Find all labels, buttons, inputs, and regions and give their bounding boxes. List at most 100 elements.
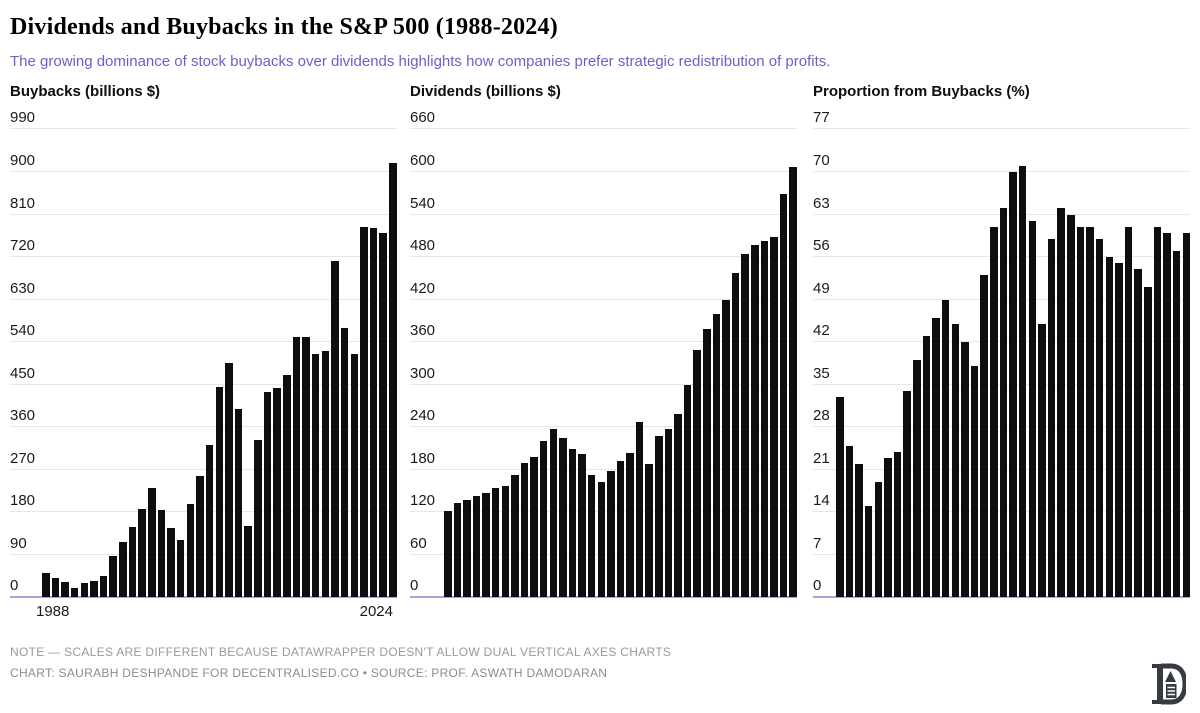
bar-2010 (254, 440, 262, 598)
bar-2010 (1047, 238, 1056, 598)
gridline (10, 256, 397, 257)
bar-1997 (530, 457, 538, 598)
bar-1998 (539, 441, 548, 598)
bar-2004 (196, 475, 204, 598)
bar-2005 (205, 445, 214, 598)
bars-group (836, 129, 1190, 598)
bar-1991 (472, 496, 481, 598)
gridline (410, 298, 797, 300)
y-tick-label: 600 (410, 151, 436, 169)
bar-2023 (779, 193, 788, 598)
bar-2009 (244, 525, 252, 598)
bar-2018 (331, 260, 339, 598)
plot-buybacks: 1988 2024 0 90 180 270 360 450 540 630 720 810 900… (10, 110, 397, 620)
bar-2011 (664, 428, 673, 598)
bar-2002 (176, 539, 185, 598)
bar-2003 (186, 503, 195, 598)
decentralised-logo (1152, 663, 1186, 705)
bar-2022 (1163, 232, 1171, 598)
gridline (410, 468, 797, 470)
bars-group (42, 129, 397, 598)
bar-2004 (597, 481, 605, 598)
panel-dividends: Dividends (billions $) 0 60 120 180 240 300 36… (410, 83, 797, 599)
bar-2016 (1105, 257, 1113, 598)
gridline (813, 170, 1190, 172)
bar-1991 (864, 506, 873, 598)
y-tick-label: 360 (410, 322, 436, 340)
y-tick-label: 21 (813, 449, 830, 467)
bar-2004 (990, 226, 998, 598)
bar-2014 (1086, 226, 1094, 598)
y-tick-label: 0 (410, 577, 419, 595)
bar-1992 (874, 481, 882, 598)
y-tick-label: 70 (813, 151, 830, 169)
panel-proportion: Proportion from Buybacks (%) 0 7 14 21 28 35 4… (813, 83, 1190, 599)
bar-1994 (893, 451, 902, 598)
bar-2024 (389, 163, 397, 598)
y-tick-label: 7 (813, 534, 822, 552)
y-tick-label: 120 (410, 492, 436, 510)
y-tick-label: 630 (10, 279, 36, 297)
bar-2020 (1144, 287, 1152, 598)
bar-2022 (770, 236, 778, 598)
bar-2011 (1057, 208, 1065, 598)
bar-2019 (1134, 269, 1142, 598)
y-tick-label: 540 (410, 194, 436, 212)
y-tick-label: 180 (10, 492, 36, 510)
bar-2018 (731, 272, 740, 598)
bar-2021 (1153, 226, 1162, 598)
bar-2020 (350, 353, 358, 598)
gridline (10, 341, 397, 343)
bar-1999 (941, 299, 950, 598)
chart-subtitle: The growing dominance of stock buybacks … (10, 53, 831, 71)
bar-2001 (568, 448, 577, 598)
panel-title-proportion: Proportion from Buybacks (%) (813, 83, 1030, 101)
y-tick-label: 990 (10, 109, 36, 127)
bar-2017 (321, 351, 330, 598)
bar-1995 (903, 390, 911, 598)
y-tick-label: 360 (10, 407, 36, 425)
y-tick-label: 28 (813, 407, 830, 425)
x-axis-label-end: 2024 (359, 603, 393, 621)
bar-2019 (741, 254, 749, 598)
bar-1996 (520, 463, 529, 598)
bar-2005 (607, 470, 615, 598)
bar-2022 (369, 227, 378, 598)
x-axis-baseline (410, 596, 797, 599)
bar-1998 (138, 509, 146, 598)
chart-footer: NOTE — SCALES ARE DIFFERENT BECAUSE DATA… (10, 645, 1190, 680)
bar-2006 (616, 460, 625, 598)
bar-1999 (148, 487, 156, 598)
bar-1995 (109, 555, 117, 598)
gridline (410, 170, 797, 172)
y-tick-label: 180 (410, 449, 436, 467)
y-tick-label: 300 (410, 364, 436, 382)
bar-1992 (80, 583, 89, 598)
bars-group (444, 129, 797, 598)
gridline (10, 213, 397, 215)
bar-1993 (884, 457, 892, 598)
bar-2007 (1018, 165, 1027, 598)
plot-dividends: 0 60 120 180 240 300 360 420 480 540 600 660 (410, 110, 797, 599)
bar-2012 (273, 388, 281, 598)
bar-2015 (302, 337, 310, 598)
y-tick-label: 0 (10, 577, 19, 595)
y-tick-label: 240 (410, 407, 436, 425)
bar-1995 (511, 475, 519, 598)
y-tick-label: 540 (10, 322, 36, 340)
bar-1990 (855, 463, 863, 598)
y-tick-label: 14 (813, 492, 830, 510)
bar-1993 (90, 580, 98, 598)
gridline (10, 426, 397, 428)
gridline (10, 468, 397, 470)
bar-2010 (655, 435, 663, 598)
bar-2007 (225, 362, 233, 598)
small-multiples-row: Buybacks (billions $) 1988 2024 0 90 180 27… (10, 83, 1190, 620)
bar-2016 (712, 313, 721, 598)
footer-note: NOTE — SCALES ARE DIFFERENT BECAUSE DATA… (10, 645, 672, 660)
bar-2008 (635, 421, 644, 598)
y-tick-label: 35 (813, 364, 830, 382)
bar-2013 (683, 385, 692, 598)
gridline (10, 170, 397, 172)
y-tick-label: 77 (813, 109, 830, 127)
